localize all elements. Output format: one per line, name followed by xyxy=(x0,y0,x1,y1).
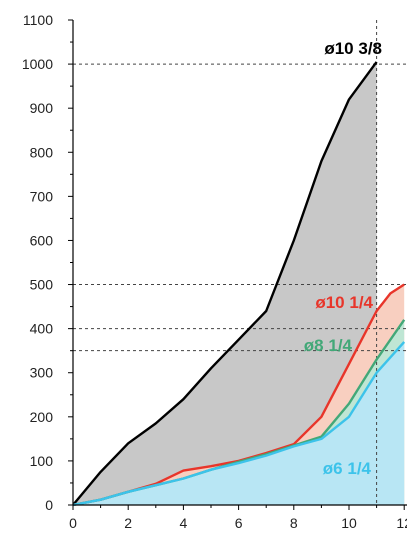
x-tick-label: 12 xyxy=(396,515,407,531)
y-tick-label: 0 xyxy=(45,497,53,513)
y-tick-label: 500 xyxy=(30,277,54,293)
series-lines xyxy=(73,61,406,507)
y-tick-label: 1100 xyxy=(23,12,53,28)
reference-lines xyxy=(73,20,407,505)
area-fill-o10-3-8 xyxy=(73,61,377,506)
y-tick-label: 700 xyxy=(30,188,54,204)
x-tick-label: 4 xyxy=(180,515,188,531)
y-tick-label: 400 xyxy=(30,321,54,337)
line-o10-3-8 xyxy=(73,61,378,506)
x-tick-label: 6 xyxy=(235,515,243,531)
line-o6-1-4 xyxy=(73,341,406,507)
series-fills xyxy=(73,61,405,506)
series-label-o10-1-4: ø10 1/4 xyxy=(315,293,373,312)
y-tick-label: 900 xyxy=(30,100,54,116)
y-tick-label: 200 xyxy=(30,409,54,425)
x-tick-label: 2 xyxy=(124,515,132,531)
series-labels: ø10 3/8 ø10 1/4 ø8 1/4 ø6 1/4 xyxy=(304,39,382,478)
series-label-o8-1-4: ø8 1/4 xyxy=(304,336,353,355)
x-tick-label: 0 xyxy=(69,515,77,531)
series-label-o10-3-8: ø10 3/8 xyxy=(324,39,382,58)
y-tick-label: 1000 xyxy=(22,56,53,72)
y-tick-label: 600 xyxy=(30,232,54,248)
area-fill-o6-1-4 xyxy=(73,341,405,505)
x-tick-label: 8 xyxy=(290,515,298,531)
x-tick-label: 10 xyxy=(341,515,357,531)
series-label-o6-1-4: ø6 1/4 xyxy=(323,459,372,478)
y-tick-label: 100 xyxy=(30,453,54,469)
y-tick-label: 300 xyxy=(30,365,54,381)
y-tick-label: 800 xyxy=(30,144,54,160)
axes: 0 100 200 300 400 500 600 700 800 900 1000 1100 0 2 4 6… xyxy=(22,12,407,531)
